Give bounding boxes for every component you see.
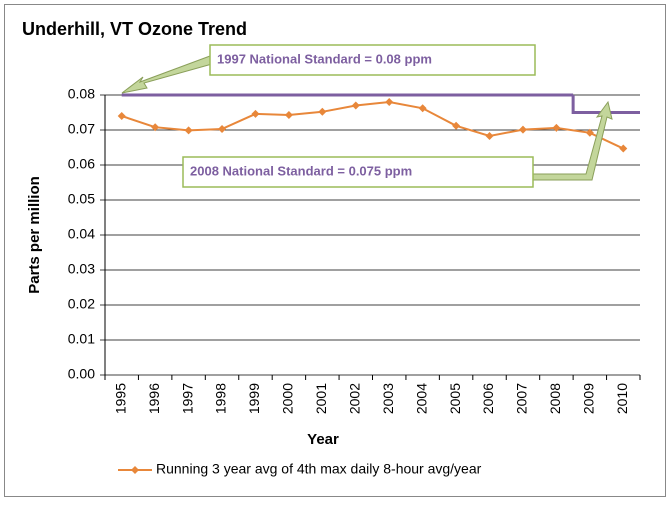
data-marker	[218, 124, 227, 133]
callout-arrow	[121, 55, 213, 94]
x-tick-label: 2002	[346, 383, 362, 414]
x-tick-label: 2000	[280, 383, 296, 414]
x-axis-title: Year	[307, 431, 339, 448]
data-marker	[452, 121, 461, 130]
data-marker	[518, 125, 527, 134]
data-marker	[251, 109, 260, 118]
y-tick-label: 0.07	[68, 121, 95, 137]
y-tick-label: 0.05	[68, 191, 95, 207]
data-marker	[184, 126, 193, 135]
y-tick-label: 0.02	[68, 296, 95, 312]
data-marker	[552, 123, 561, 132]
callout-arrow	[532, 100, 613, 181]
x-tick-label: 1999	[246, 383, 262, 414]
data-marker	[151, 123, 160, 132]
y-tick-label: 0.00	[68, 366, 95, 382]
x-tick-label: 2004	[413, 383, 429, 414]
data-marker	[485, 131, 494, 140]
x-tick-label: 2010	[614, 383, 630, 414]
data-line	[121, 100, 624, 150]
chart-title: Underhill, VT Ozone Trend	[22, 19, 247, 39]
data-marker	[318, 107, 327, 116]
annotation-box	[182, 156, 534, 188]
legend-marker	[131, 466, 139, 474]
x-tick-label: 1998	[213, 383, 229, 414]
x-tick-label: 1996	[146, 383, 162, 414]
x-tick-label: 2003	[380, 383, 396, 414]
data-marker	[117, 112, 126, 120]
data-marker	[418, 104, 427, 113]
y-tick-label: 0.01	[68, 331, 95, 347]
annotation-text: 1997 National Standard = 0.08 ppm	[217, 51, 432, 66]
x-tick-label: 2009	[581, 383, 597, 414]
x-tick-label: 1995	[112, 383, 128, 414]
y-tick-label: 0.04	[68, 226, 95, 242]
x-tick-label: 2007	[514, 383, 530, 414]
data-marker	[284, 110, 293, 119]
data-marker	[385, 98, 394, 106]
annotation-text: 2008 National Standard = 0.075 ppm	[190, 163, 412, 178]
data-marker	[351, 101, 360, 110]
x-tick-label: 1997	[179, 383, 195, 414]
legend-label: Running 3 year avg of 4th max daily 8-ho…	[156, 461, 482, 477]
x-tick-label: 2005	[447, 383, 463, 414]
standard-line	[571, 95, 640, 114]
y-axis-title: Parts per million	[26, 176, 43, 294]
annotation-box	[209, 44, 536, 76]
data-marker	[619, 144, 628, 153]
y-tick-label: 0.08	[68, 86, 95, 102]
x-tick-label: 2006	[480, 383, 496, 414]
y-tick-label: 0.06	[68, 156, 95, 172]
data-marker	[585, 128, 594, 137]
x-tick-label: 2001	[313, 383, 329, 414]
y-tick-label: 0.03	[68, 261, 95, 277]
chart-frame	[4, 4, 666, 497]
x-tick-label: 2008	[547, 383, 563, 414]
